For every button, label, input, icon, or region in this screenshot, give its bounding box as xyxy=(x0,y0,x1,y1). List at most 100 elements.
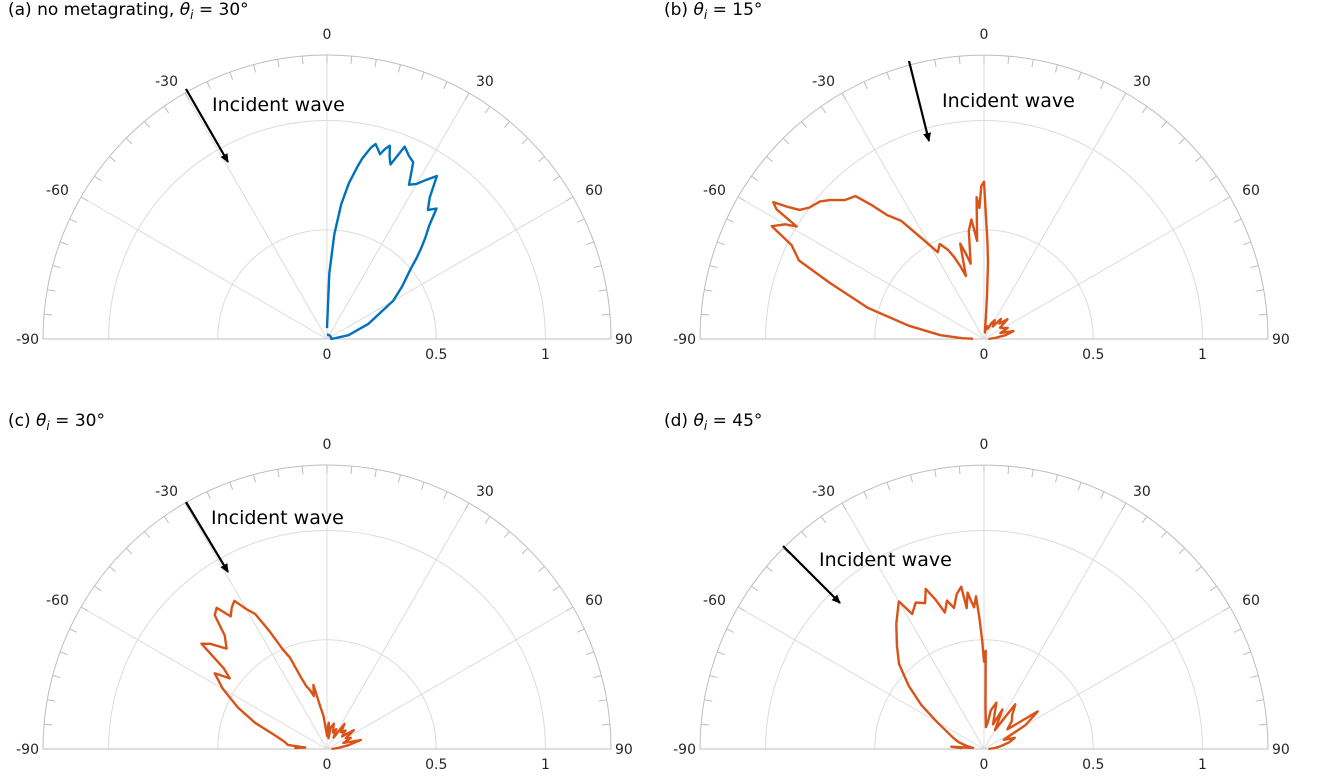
angle-minor-tick xyxy=(229,71,234,80)
incident-wave-arrow xyxy=(185,88,229,163)
incident-wave-label: Incident wave xyxy=(819,549,952,571)
angle-minor-tick xyxy=(504,531,510,538)
angle-minor-tick xyxy=(374,469,377,478)
angle-minor-tick xyxy=(886,481,891,490)
angle-spoke xyxy=(737,606,985,750)
angle-minor-tick xyxy=(184,92,190,101)
angle-minor-tick xyxy=(59,651,68,656)
angle-minor-tick xyxy=(1121,92,1127,101)
angle-minor-tick xyxy=(374,59,377,68)
angle-tick-label: 60 xyxy=(1242,183,1260,199)
angle-minor-tick xyxy=(598,289,607,292)
angle-minor-tick xyxy=(1054,64,1058,73)
angle-minor-tick xyxy=(538,566,545,572)
angle-minor-tick xyxy=(69,628,78,633)
angle-tick-label: 30 xyxy=(476,74,494,90)
angle-minor-tick xyxy=(593,675,602,679)
angle-minor-tick xyxy=(1243,241,1252,246)
angle-spoke xyxy=(184,92,328,340)
angle-minor-tick xyxy=(737,196,746,202)
angle-minor-tick xyxy=(350,56,353,65)
angle-minor-tick xyxy=(229,481,234,490)
angle-minor-tick xyxy=(69,218,78,223)
angle-tick-label: 30 xyxy=(1133,74,1151,90)
angle-spoke xyxy=(80,196,328,340)
angle-tick-label: -30 xyxy=(812,484,835,500)
angle-minor-tick xyxy=(910,474,914,483)
radial-tick-label: 0 xyxy=(980,757,989,773)
polar-panel-3: (d) θi = 45° -90 -60 -30 0 30 60 90 0 0.5 1 Inciden… xyxy=(664,411,1290,773)
angle-minor-tick xyxy=(206,81,211,90)
angle-tick-label: 0 xyxy=(323,27,332,43)
angle-minor-tick xyxy=(801,531,807,538)
angle-spoke xyxy=(326,502,470,750)
incident-wave-label: Incident wave xyxy=(212,94,345,116)
angle-minor-tick xyxy=(144,121,150,128)
angle-minor-tick xyxy=(1250,675,1259,679)
angle-minor-tick xyxy=(1258,313,1267,316)
angle-minor-tick xyxy=(1141,106,1148,114)
radiation-pattern-line xyxy=(770,180,1015,341)
angle-minor-tick xyxy=(301,56,304,65)
incident-wave-label: Incident wave xyxy=(942,90,1075,112)
angle-minor-tick xyxy=(52,265,61,269)
angle-spoke xyxy=(841,502,985,750)
angle-spoke xyxy=(184,502,328,750)
angle-minor-tick xyxy=(886,71,891,80)
angle-spoke xyxy=(326,606,574,750)
angle-minor-tick xyxy=(863,491,868,500)
angle-minor-tick xyxy=(253,474,257,483)
angle-minor-tick xyxy=(726,628,735,633)
angle-minor-tick xyxy=(109,156,116,162)
angle-minor-tick xyxy=(1233,628,1242,633)
angle-spoke xyxy=(983,92,1127,340)
angle-minor-tick xyxy=(1209,585,1217,592)
angle-minor-tick xyxy=(576,628,585,633)
angle-minor-tick xyxy=(704,289,713,292)
angle-minor-tick xyxy=(552,175,560,182)
angle-minor-tick xyxy=(709,265,718,269)
angle-minor-tick xyxy=(47,699,56,702)
angle-tick-label: -60 xyxy=(46,183,69,199)
angle-minor-tick xyxy=(59,241,68,246)
angle-minor-tick xyxy=(1178,547,1186,555)
angle-minor-tick xyxy=(751,175,759,182)
angle-minor-tick xyxy=(1258,723,1267,726)
angle-minor-tick xyxy=(538,156,545,162)
angle-minor-tick xyxy=(1121,502,1127,511)
incident-wave-arrow xyxy=(907,60,931,142)
angle-spoke xyxy=(326,92,470,340)
angle-minor-tick xyxy=(1195,156,1202,162)
angle-minor-tick xyxy=(1100,81,1105,90)
angle-minor-tick xyxy=(716,241,725,246)
angle-minor-tick xyxy=(751,585,759,592)
angle-minor-tick xyxy=(464,92,470,101)
angle-minor-tick xyxy=(766,156,773,162)
angle-minor-tick xyxy=(1233,218,1242,223)
angle-minor-tick xyxy=(464,502,470,511)
angle-minor-tick xyxy=(934,469,937,478)
angle-minor-tick xyxy=(44,723,53,726)
radial-tick-label: 1 xyxy=(541,757,550,773)
angle-minor-tick xyxy=(709,675,718,679)
angle-spoke xyxy=(983,502,1127,750)
angle-minor-tick xyxy=(1250,265,1259,269)
angle-minor-tick xyxy=(726,218,735,223)
angle-minor-tick xyxy=(782,547,790,555)
angle-minor-tick xyxy=(80,606,89,612)
radiation-pattern-line xyxy=(325,142,439,341)
angle-minor-tick xyxy=(397,64,401,73)
angle-minor-tick xyxy=(716,651,725,656)
angle-minor-tick xyxy=(1178,137,1186,145)
angle-minor-tick xyxy=(820,516,827,524)
angle-minor-tick xyxy=(1255,699,1264,702)
angle-tick-label: -30 xyxy=(155,74,178,90)
angle-minor-tick xyxy=(1161,121,1167,128)
angle-minor-tick xyxy=(206,491,211,500)
angle-minor-tick xyxy=(1031,469,1034,478)
angle-minor-tick xyxy=(443,491,448,500)
panel-title: (b) θi = 15° xyxy=(664,0,762,22)
angle-minor-tick xyxy=(701,723,710,726)
polar-panel-0: (a) no metagrating, θi = 30° -90 -60 -30 0 30… xyxy=(8,0,633,363)
angle-minor-tick xyxy=(586,241,595,246)
